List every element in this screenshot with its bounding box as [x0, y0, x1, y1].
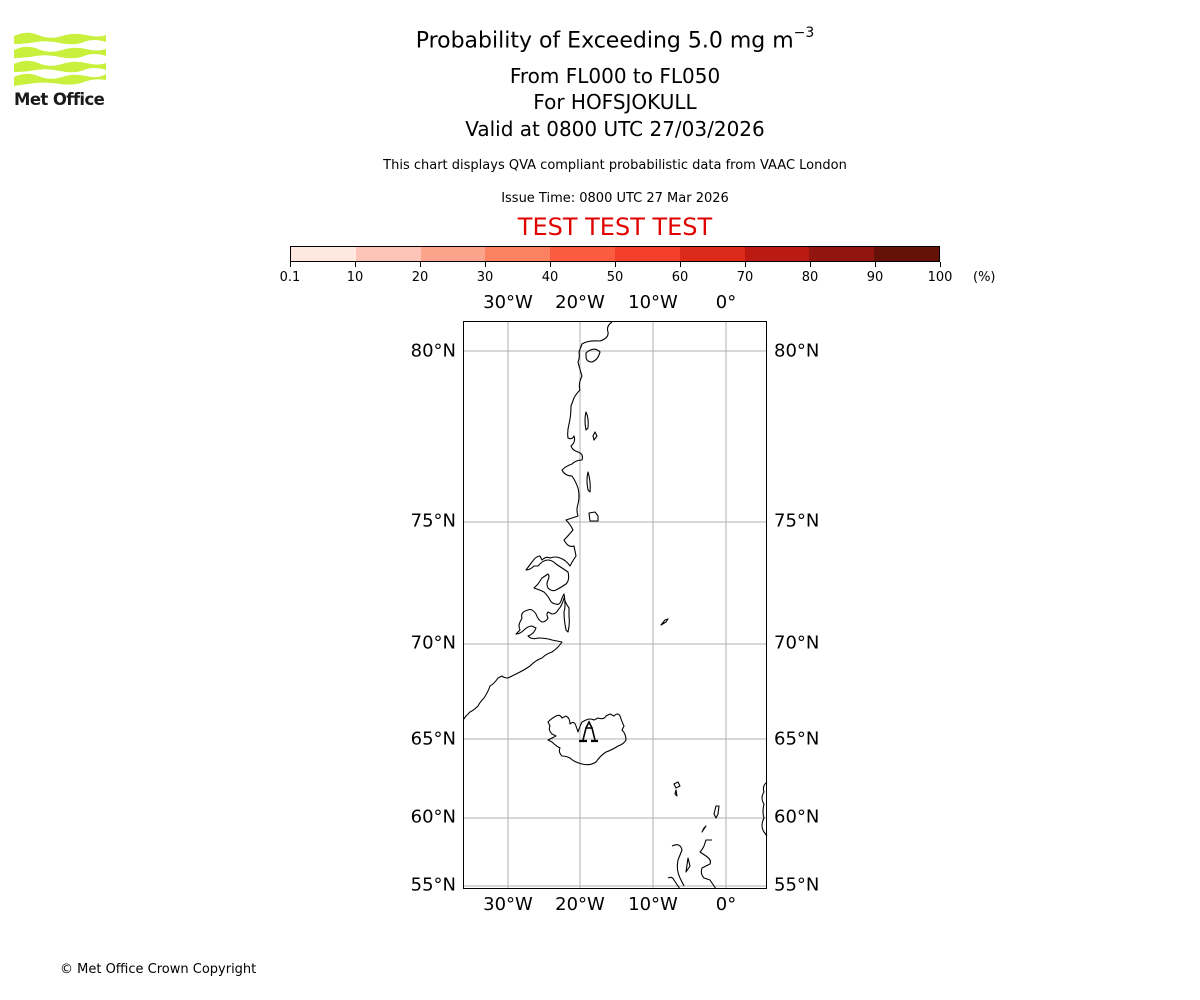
colorbar-bin — [291, 247, 356, 261]
colorbar-bin — [809, 247, 875, 261]
colorbar-tick-label: 70 — [736, 270, 754, 285]
colorbar-tick-label: 50 — [606, 270, 624, 285]
colorbar-tick-label: 10 — [346, 270, 364, 285]
colorbar-tick — [875, 262, 876, 267]
test-banner: TEST TEST TEST — [517, 213, 713, 241]
latitude-label: 70°N — [410, 632, 456, 654]
latitude-label: 55°N — [410, 874, 456, 896]
volcano-name: For HOFSJOKULL — [533, 90, 697, 114]
greenland-coast — [463, 321, 613, 721]
colorbar-tick-label: 60 — [671, 270, 689, 285]
valid-time: Valid at 0800 UTC 27/03/2026 — [465, 117, 765, 141]
colorbar-tick — [615, 262, 616, 267]
scotland-coast — [699, 825, 717, 890]
longitude-label: 10°W — [628, 292, 678, 313]
coastlines — [463, 321, 768, 890]
gridlines — [463, 321, 767, 889]
issue-time: Issue Time: 0800 UTC 27 Mar 2026 — [501, 191, 729, 206]
colorbar-tick — [550, 262, 551, 267]
colorbar-tick — [810, 262, 811, 267]
latitude-label: 65°N — [774, 728, 820, 750]
map-panel[interactable] — [463, 321, 768, 890]
colorbar-tick — [485, 262, 486, 267]
shetland — [713, 805, 720, 819]
colorbar-bin — [550, 247, 615, 261]
longitude-label: 0° — [715, 894, 737, 915]
norway-coast — [761, 781, 768, 837]
colorbar-tick — [355, 262, 356, 267]
latitude-label: 60°N — [410, 806, 456, 828]
latitude-label: 75°N — [774, 510, 820, 532]
faroe-islands — [673, 781, 681, 797]
longitude-label: 30°W — [483, 292, 533, 313]
longitude-label: 10°W — [628, 894, 678, 915]
chart-title: Probability of Exceeding 5.0 mg m−3 — [0, 25, 1200, 54]
colorbar-tick-label: 80 — [801, 270, 819, 285]
colorbar-tick — [290, 262, 291, 267]
copyright-footer: © Met Office Crown Copyright — [60, 962, 257, 977]
colorbar-tick-label: 40 — [541, 270, 559, 285]
met-office-wave-icon — [14, 32, 106, 86]
colorbar-tick-label: 100 — [927, 270, 953, 285]
longitude-label: 20°W — [555, 292, 605, 313]
latitude-label: 65°N — [410, 728, 456, 750]
colorbar-tick-label: 20 — [411, 270, 429, 285]
longitude-label: 30°W — [483, 894, 533, 915]
latitude-label: 60°N — [774, 806, 820, 828]
colorbar-bin — [355, 247, 421, 261]
colorbar-tick — [940, 262, 941, 267]
title-superscript: −3 — [793, 25, 815, 41]
colorbar-unit: (%) — [973, 270, 996, 285]
colorbar — [290, 246, 940, 262]
map-frame — [463, 321, 767, 889]
colorbar-tick-label: 0.1 — [279, 270, 301, 285]
longitude-label: 20°W — [555, 894, 605, 915]
latitude-label: 75°N — [410, 510, 456, 532]
colorbar-tick-label: 90 — [866, 270, 884, 285]
title-text: Probability of Exceeding 5.0 mg m — [415, 28, 794, 54]
colorbar-bin — [485, 247, 551, 261]
latitude-label: 70°N — [774, 632, 820, 654]
colorbar-tick — [745, 262, 746, 267]
iceland-coast — [547, 713, 627, 766]
data-source-note: This chart displays QVA compliant probab… — [383, 158, 847, 173]
colorbar-bin — [744, 247, 810, 261]
colorbar-bin — [420, 247, 486, 261]
met-office-logo: Met Office — [14, 30, 106, 112]
volcano-icon — [579, 720, 598, 743]
colorbar-tick — [420, 262, 421, 267]
colorbar-bin — [874, 247, 939, 261]
met-office-wordmark: Met Office — [14, 90, 105, 109]
colorbar-tick-label: 30 — [476, 270, 494, 285]
latitude-label: 80°N — [774, 340, 820, 362]
latitude-label: 55°N — [774, 874, 820, 896]
flight-level-range: From FL000 to FL050 — [509, 64, 721, 88]
latitude-label: 80°N — [410, 340, 456, 362]
longitude-label: 0° — [715, 292, 737, 313]
colorbar-bin — [679, 247, 745, 261]
jan-mayen — [660, 618, 669, 626]
colorbar-tick — [680, 262, 681, 267]
colorbar-bin — [614, 247, 680, 261]
